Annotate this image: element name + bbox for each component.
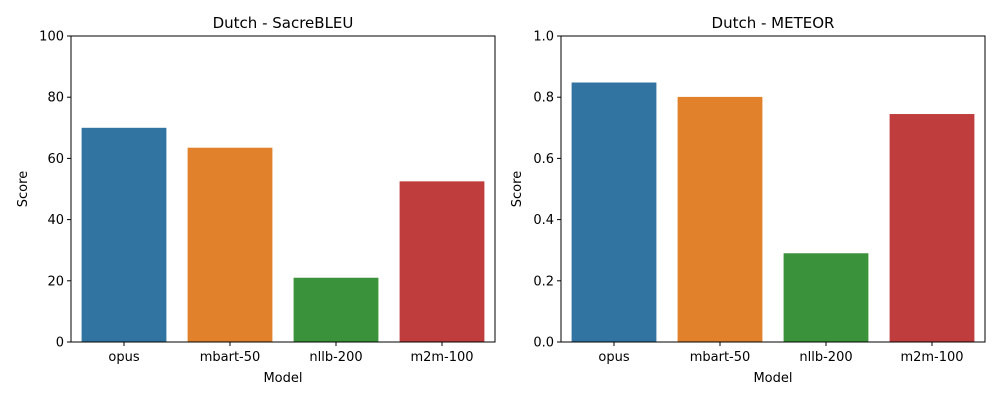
x-tick-label: mbart-50 (690, 350, 751, 365)
x-tick-label: mbart-50 (200, 350, 261, 365)
y-tick-label: 60 (47, 152, 64, 167)
plot-frame (560, 35, 986, 343)
x-axis-label: Model (263, 371, 302, 386)
x-tick-label: m2m-100 (900, 350, 963, 365)
y-axis-label: Score (16, 171, 31, 207)
y-tick-label: 0.0 (533, 336, 554, 351)
y-tick-label: 0.8 (533, 91, 554, 106)
x-tick-label: opus (108, 350, 139, 365)
y-tick-label: 0.6 (533, 152, 554, 167)
bar-mbart-50 (187, 147, 273, 342)
x-axis-label: Model (753, 371, 792, 386)
y-tick-label: 20 (47, 274, 64, 289)
x-tick-label: nllb-200 (309, 350, 362, 365)
y-tick-label: 100 (39, 30, 64, 45)
bar-opus (81, 127, 167, 342)
y-tick-label: 0.4 (533, 213, 554, 228)
chart-panel-sacrebleu: 0 20 40 60 80 100 opus mbart-50 nllb-200 m2m-100 D… (16, 14, 496, 386)
chart-title-sacrebleu: Dutch - SacreBLEU (213, 14, 354, 32)
y-tick-label: 0 (56, 336, 64, 351)
bar-m2m-100 (399, 181, 485, 342)
bar-nllb-200 (783, 253, 869, 342)
x-tick-label: m2m-100 (410, 350, 473, 365)
bar-mbart-50 (677, 96, 763, 342)
chart-title-meteor: Dutch - METEOR (712, 14, 835, 32)
x-tick-label: nllb-200 (799, 350, 852, 365)
bar-nllb-200 (293, 277, 379, 342)
plot-frame (70, 35, 496, 343)
chart-panel-meteor: 0.0 0.2 0.4 0.6 0.8 1.0 opus mbart-50 nllb-200 m2… (510, 14, 986, 386)
y-tick-label: 40 (47, 213, 64, 228)
y-tick-label: 1.0 (533, 30, 554, 45)
y-tick-label: 0.2 (533, 274, 554, 289)
bar-m2m-100 (889, 114, 975, 342)
x-tick-label: opus (598, 350, 629, 365)
y-axis-label: Score (510, 171, 525, 207)
y-tick-label: 80 (47, 91, 64, 106)
bar-opus (571, 82, 657, 343)
